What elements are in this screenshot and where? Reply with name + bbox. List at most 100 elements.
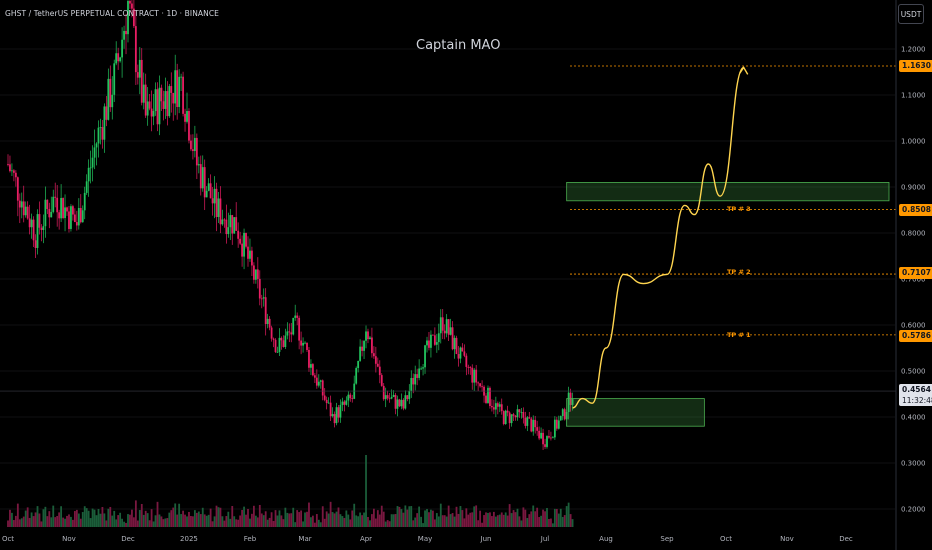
candle-body (349, 394, 352, 399)
volume-bar (258, 504, 261, 527)
volume-bar (42, 509, 45, 527)
current-price-value: 0.4564 (902, 385, 931, 394)
volume-bar (237, 519, 240, 527)
volume-bar (349, 519, 352, 527)
tp1-price-tag: 0.5786 (899, 330, 932, 342)
candle-body (46, 199, 49, 210)
x-tick-label: Jun (480, 535, 492, 543)
candle-body (243, 232, 245, 257)
candle-body (68, 211, 70, 229)
candle-body (262, 297, 265, 299)
candle-body (508, 412, 511, 424)
candle-body (144, 84, 147, 116)
volume-bar (256, 517, 259, 527)
y-tick-label: 0.4000 (901, 414, 926, 422)
volume-bar (420, 516, 422, 527)
volume-bar (298, 512, 301, 527)
candle-body (223, 219, 226, 221)
volume-bar (443, 515, 446, 527)
candle-body (319, 380, 322, 382)
candle-body (369, 337, 371, 340)
volume-bar (99, 513, 102, 527)
candle-body (79, 207, 82, 223)
candle-body (150, 108, 153, 117)
volume-bar (229, 518, 232, 527)
volume-bar (544, 511, 546, 527)
volume-bar (14, 515, 17, 527)
volume-bar (186, 516, 188, 527)
volume-bar (553, 508, 556, 527)
volume-bar (131, 509, 133, 527)
candle-body (300, 340, 303, 346)
volume-bar (7, 520, 9, 527)
volume-bar (207, 514, 210, 527)
candle-body (489, 387, 491, 407)
candle-body (121, 39, 123, 58)
candle-body (359, 346, 362, 361)
volume-bar (13, 520, 15, 527)
candle-body (544, 444, 546, 447)
candle-body (180, 76, 183, 78)
volume-bar (485, 512, 487, 527)
tp3-label: TP # 3 (727, 205, 751, 213)
candle-body (62, 197, 64, 219)
candle-body (14, 172, 17, 178)
volume-bar (546, 507, 548, 527)
candle-body (268, 318, 271, 328)
volume-bar (559, 508, 562, 527)
volume-bar (30, 512, 33, 527)
candle-body (441, 317, 444, 331)
volume-bar (404, 505, 407, 527)
volume-bar (284, 507, 287, 527)
candle-body (534, 419, 537, 428)
volume-bar (282, 519, 285, 527)
candle-body (176, 70, 179, 107)
y-tick-label: 1.2000 (901, 46, 926, 54)
candle-body (221, 219, 224, 225)
volume-bar (172, 507, 175, 527)
volume-bar (160, 516, 163, 527)
candle-body (60, 197, 63, 219)
volume-bar (219, 507, 222, 527)
candle-body (115, 53, 118, 64)
volume-bar (408, 506, 411, 527)
candle-body (382, 385, 385, 400)
volume-bar (85, 508, 88, 527)
volume-bar (199, 514, 202, 527)
volume-bar (498, 514, 501, 527)
volume-bar (146, 513, 149, 527)
candle-body (447, 319, 450, 335)
candle-body (512, 414, 515, 416)
volume-bar (308, 502, 310, 527)
candle-body (50, 211, 53, 218)
volume-bar (390, 514, 393, 527)
volume-bar (292, 507, 295, 527)
candle-body (412, 377, 415, 385)
volume-bar (290, 513, 293, 527)
volume-bar (526, 517, 529, 527)
volume-bar (225, 516, 228, 527)
candle-body (372, 353, 375, 357)
candle-body (502, 411, 505, 425)
candle-body (247, 246, 249, 259)
candle-body (459, 347, 462, 359)
candle-body (174, 70, 177, 104)
candle-body (152, 111, 155, 117)
volume-bar (97, 508, 100, 527)
volume-bar (152, 521, 155, 527)
currency-button[interactable]: USDT (898, 4, 924, 24)
candle-body (386, 395, 389, 399)
candle-body (520, 412, 523, 413)
volume-bar (89, 518, 92, 527)
candle-body (203, 167, 206, 198)
tp2-price-tag: 0.7107 (899, 267, 932, 279)
volume-bar (312, 515, 314, 527)
candle-body (73, 214, 76, 223)
volume-bar (148, 520, 151, 527)
candle-body (85, 181, 88, 193)
candle-body (559, 416, 562, 421)
volume-bar (357, 516, 360, 527)
candle-body (418, 368, 421, 378)
volume-bar (123, 521, 125, 527)
